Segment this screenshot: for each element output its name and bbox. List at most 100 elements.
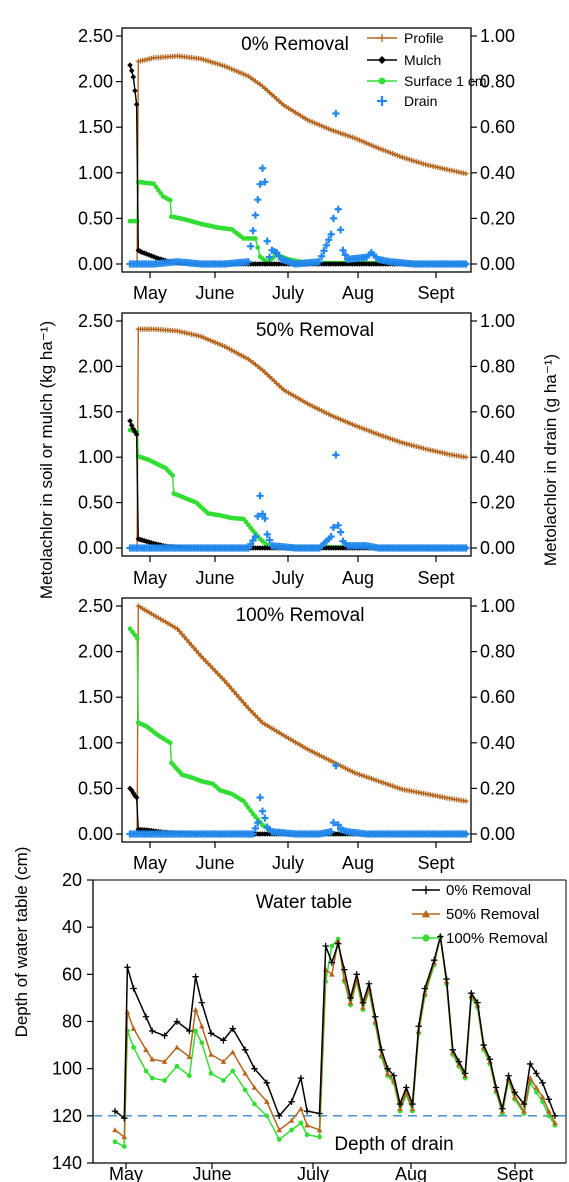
plot-frame [121, 312, 472, 557]
data-point [242, 1087, 248, 1093]
data-point [315, 258, 323, 266]
data-point [256, 180, 264, 188]
data-point [334, 205, 342, 213]
data-point [229, 686, 235, 692]
data-point [255, 245, 261, 250]
plot-frame [121, 597, 472, 843]
data-point [263, 237, 271, 245]
legend-label: Surface 1 cm [404, 73, 486, 89]
data-point [132, 87, 138, 94]
y2-tick-label: 1.00 [480, 596, 515, 616]
data-point [244, 544, 252, 552]
data-point [462, 830, 470, 838]
data-point [186, 1073, 192, 1079]
series-drain [126, 109, 470, 268]
data-point [149, 1056, 155, 1062]
data-point [289, 1127, 294, 1133]
legend-item: Mulch [367, 52, 441, 68]
data-point [266, 253, 274, 261]
data-point [304, 1122, 310, 1128]
y-tick-label: 0.50 [78, 208, 113, 228]
panel-2: 0.00 0.50 1.00 1.50 2.00 2.50 0.00 0.20 0.40 0.60… [78, 596, 515, 873]
data-point [320, 247, 328, 255]
data-point [332, 109, 340, 118]
y-tick-label: 120 [52, 1106, 82, 1126]
data-point [143, 1047, 149, 1053]
data-point [341, 976, 348, 982]
data-point [480, 1041, 487, 1049]
data-point [251, 211, 260, 219]
data-point [486, 1056, 494, 1063]
data-point [243, 702, 249, 709]
data-point [134, 635, 140, 641]
data-point [421, 985, 429, 992]
y-tick-label: 60 [62, 964, 82, 984]
series-line [114, 936, 556, 1139]
data-point [462, 544, 470, 552]
data-point [258, 510, 267, 518]
series-50-removal [112, 933, 558, 1140]
data-point [261, 178, 269, 186]
series-drain [126, 762, 470, 838]
data-point [230, 1068, 236, 1074]
y2-tick-label: 0.40 [480, 447, 515, 467]
y-tick-label: 1.00 [78, 733, 113, 753]
data-point [372, 1013, 379, 1020]
data-point [130, 74, 137, 80]
legend-swatch-marker [378, 56, 386, 64]
panel-water-table: 20 40 60 80 100 120 140 May June July Aug Sept Depth… [52, 870, 567, 1182]
data-point [527, 1060, 534, 1068]
legend-water-table: 0% Removal 50% Removal 100% Removal [412, 882, 548, 947]
x-tick-label: May [109, 1164, 143, 1182]
x-tick-label: Sept [417, 283, 454, 303]
data-point [220, 1037, 227, 1044]
data-point [174, 1044, 180, 1050]
y-tick-label: 100 [52, 1059, 82, 1079]
data-point [263, 1079, 271, 1087]
y2-tick-label: 0.00 [480, 538, 515, 558]
panel-title: 50% Removal [256, 320, 374, 341]
data-point [254, 819, 262, 827]
data-point [322, 241, 330, 249]
data-point [334, 821, 342, 829]
series-line [114, 936, 556, 1148]
data-point [499, 1105, 506, 1112]
data-point [258, 807, 267, 815]
x-tick-label: July [272, 853, 304, 873]
data-point [328, 959, 336, 966]
data-point [322, 942, 329, 950]
x-tick-label: July [297, 1164, 329, 1182]
data-point [131, 1045, 136, 1050]
y-tick-label: 1.50 [78, 402, 113, 422]
data-point [329, 214, 338, 222]
data-point [266, 536, 274, 544]
data-point [492, 1084, 500, 1091]
data-point [240, 700, 247, 706]
data-point [208, 1051, 214, 1057]
data-point [121, 1144, 127, 1149]
data-point [521, 1108, 527, 1114]
y-tick-label: 0.50 [78, 778, 113, 798]
series-surface-1-cm [127, 626, 469, 837]
data-point [224, 680, 230, 687]
y-tick-label: 1.50 [78, 117, 113, 137]
x-tick-label: June [195, 853, 234, 873]
data-point [208, 1071, 214, 1076]
data-point [251, 533, 260, 541]
data-point [527, 1075, 534, 1081]
data-point [112, 1139, 118, 1145]
data-point [409, 1105, 416, 1111]
data-point [263, 530, 271, 538]
data-point [121, 1134, 128, 1140]
data-point [252, 1101, 257, 1107]
data-point [177, 628, 183, 635]
y2-tick-label: 0.00 [480, 824, 515, 844]
series-mulch [127, 418, 469, 551]
data-point [220, 1058, 227, 1064]
data-point [539, 1094, 546, 1100]
data-point [437, 933, 444, 940]
data-point [167, 197, 173, 203]
legend-label: 0% Removal [446, 882, 531, 899]
data-point [276, 1112, 283, 1120]
data-point [533, 1084, 540, 1090]
